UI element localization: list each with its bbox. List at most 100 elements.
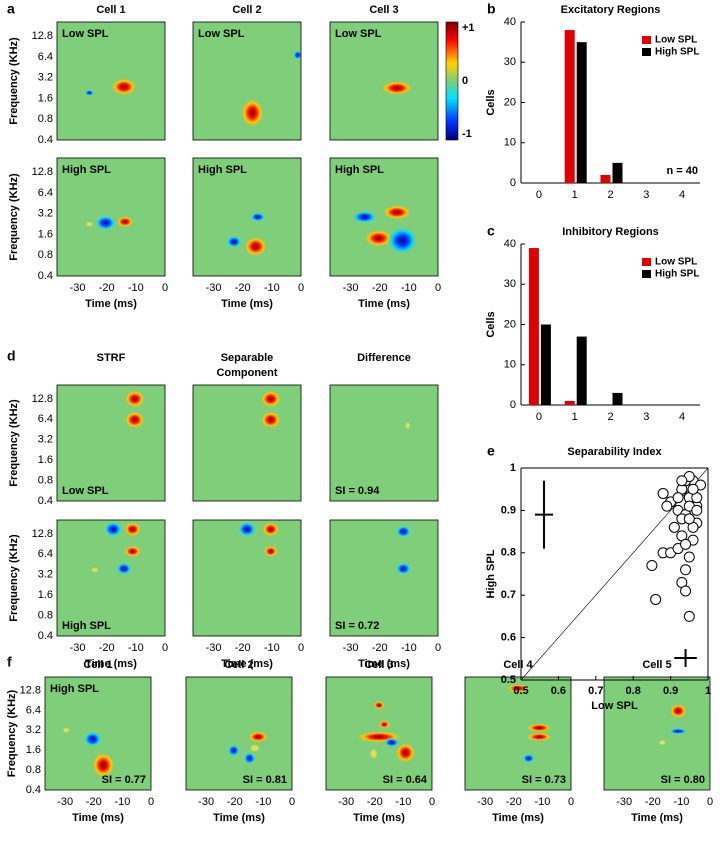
- x-tick-label: -30: [206, 642, 222, 654]
- x-axis-label: Time (ms): [213, 812, 265, 824]
- blob: [384, 738, 400, 748]
- y-tick-label: 1.6: [38, 589, 53, 601]
- x-tick-label: 1: [572, 189, 578, 201]
- heatmap-background: [193, 520, 301, 636]
- blob: [293, 50, 301, 60]
- heatmap-background: [57, 520, 165, 636]
- point: [680, 564, 692, 576]
- blobs: [506, 683, 553, 763]
- condition-label: High SPL: [198, 164, 247, 176]
- heatmap: [325, 676, 433, 791]
- blobs: [240, 50, 301, 128]
- heatmap-frame: [329, 21, 439, 141]
- condition-label: Low SPL: [198, 28, 245, 40]
- column-title: Cell 4: [503, 659, 533, 671]
- blobs: [355, 700, 416, 764]
- blob: [373, 700, 385, 710]
- x-tick-label: 1: [572, 411, 578, 423]
- heatmap-frame: [192, 519, 302, 637]
- blob: [84, 89, 94, 96]
- blob: [395, 742, 416, 764]
- heatmap-background: [465, 677, 571, 790]
- blobs: [352, 204, 418, 255]
- y-tick-label: 3.2: [38, 569, 53, 581]
- x-tick-label: -10: [264, 282, 280, 294]
- heatmap: [464, 676, 572, 791]
- blobs: [84, 77, 138, 96]
- x-tick-label: 0: [435, 642, 441, 654]
- blobs: [238, 521, 280, 558]
- heatmap-frame: [325, 676, 433, 791]
- blob: [263, 545, 279, 558]
- y-tick-label: 0.8: [38, 609, 53, 621]
- blob: [123, 521, 142, 537]
- blobs: [395, 525, 411, 575]
- blob: [522, 753, 535, 763]
- point: [668, 521, 680, 533]
- bar: [612, 392, 623, 405]
- colorbar-label: 0: [462, 75, 468, 87]
- y-tick-label: 1.6: [38, 228, 53, 240]
- x-tick-label: -30: [477, 796, 493, 808]
- blobs: [404, 421, 411, 431]
- point: [672, 492, 684, 504]
- y-tick-label: 30: [504, 278, 516, 290]
- blob: [657, 739, 667, 746]
- x-tick-label: 0.8: [626, 685, 641, 697]
- y-tick-label: 1: [510, 462, 516, 474]
- column-title: Cell 2: [232, 4, 261, 16]
- blob: [116, 215, 135, 228]
- heatmap-frame: [329, 157, 439, 277]
- blobs: [657, 703, 688, 746]
- panel-letter: f: [7, 654, 12, 670]
- x-tick-label: -20: [645, 796, 661, 808]
- column-title: Cell 5: [642, 659, 671, 671]
- heatmap-frame: [44, 676, 152, 791]
- x-tick-label: -10: [401, 642, 417, 654]
- point: [683, 513, 695, 525]
- heatmap-background: [186, 677, 292, 790]
- y-tick-label: 40: [504, 16, 516, 28]
- x-tick-label: -10: [114, 796, 130, 808]
- condition-label: Low SPL: [62, 28, 109, 40]
- x-tick-label: 0: [536, 411, 542, 423]
- heatmap: [56, 519, 166, 637]
- heatmap-background: [57, 22, 165, 140]
- heatmap: [192, 384, 302, 502]
- si-label: SI = 0.72: [335, 620, 379, 632]
- bar: [576, 336, 587, 405]
- blob: [387, 227, 418, 255]
- column-title: Cell 2: [224, 659, 253, 671]
- blobs: [84, 215, 135, 231]
- blob: [83, 731, 102, 747]
- y-tick-label: 12.8: [20, 684, 41, 696]
- bar: [600, 174, 611, 183]
- point: [680, 585, 692, 597]
- blob: [395, 562, 411, 575]
- heatmap: [44, 676, 152, 791]
- y-tick-label: 6.4: [38, 413, 53, 425]
- annotation: n = 40: [667, 165, 699, 177]
- heatmap: [56, 21, 166, 141]
- y-tick-label: 10: [504, 359, 516, 371]
- blob: [124, 410, 146, 429]
- y-tick-label: 12.8: [32, 393, 53, 405]
- y-tick-label: 6.4: [38, 187, 53, 199]
- y-tick-label: 0.8: [38, 113, 53, 125]
- point: [687, 483, 699, 495]
- identity-line: [520, 467, 709, 681]
- heatmap-frame: [56, 519, 166, 637]
- heatmap-background: [330, 520, 438, 636]
- si-label: SI = 0.94: [335, 485, 380, 497]
- blob: [260, 389, 282, 408]
- blob: [243, 752, 256, 765]
- x-tick-label: 4: [679, 189, 685, 201]
- x-tick-label: -20: [235, 642, 251, 654]
- si-label: SI = 0.77: [102, 774, 146, 786]
- y-tick-label: 0.7: [501, 589, 516, 601]
- y-tick-label: 6.4: [26, 704, 41, 716]
- x-tick-label: -10: [395, 796, 411, 808]
- y-tick-label: 12.8: [32, 528, 53, 540]
- y-tick-label: 0.8: [26, 764, 41, 776]
- column-title: STRF: [97, 352, 126, 364]
